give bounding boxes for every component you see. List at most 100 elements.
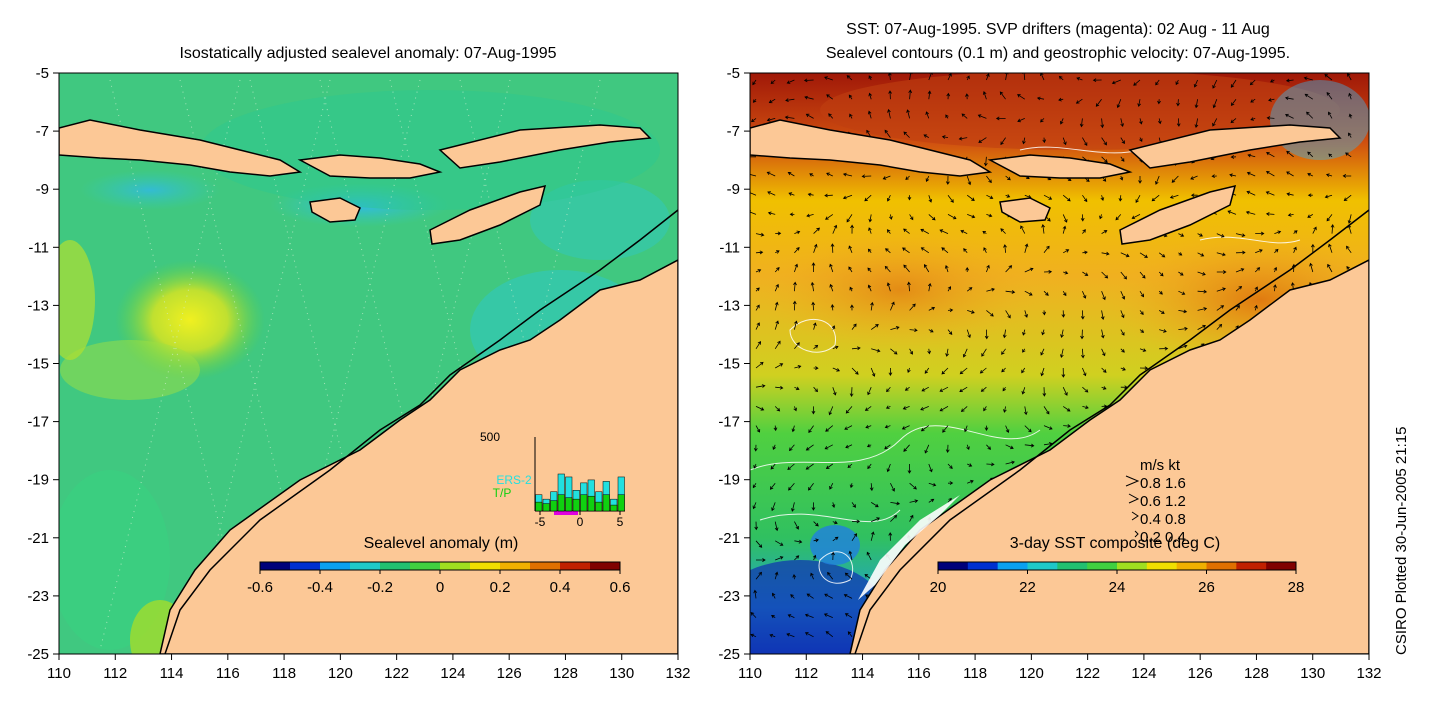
velocity-arrow [962, 348, 968, 358]
velocity-arrow [967, 310, 975, 314]
velocity-arrow [844, 572, 853, 580]
left-x-tick-label: 120 [328, 665, 353, 682]
velocity-arrow [775, 556, 784, 561]
velocity-arrow [1120, 118, 1124, 127]
left-colorbar-tick-label: 0.4 [550, 579, 571, 596]
velocity-arrow [1120, 291, 1126, 300]
velocity-arrow [1193, 79, 1198, 88]
velocity-arrow [1216, 287, 1226, 292]
velocity-arrow [1101, 230, 1108, 234]
velocity-arrow [1005, 310, 1011, 319]
velocity-arrow [774, 340, 781, 350]
velocity-arrow [1304, 93, 1314, 100]
velocity-arrow [939, 406, 949, 412]
left-colorbar-tick-label: -0.6 [247, 579, 273, 596]
velocity-arrow [1120, 271, 1127, 280]
velocity-arrow [1022, 329, 1026, 336]
velocity-arrow [767, 211, 776, 216]
velocity-arrow [947, 497, 952, 503]
velocity-arrow [1216, 323, 1223, 330]
velocity-arrow [1120, 348, 1125, 353]
velocity-arrow [1197, 324, 1206, 330]
velocity-arrow [867, 463, 872, 470]
velocity-arrow [1080, 214, 1085, 222]
velocity-arrow [1345, 152, 1352, 158]
velocity-arrow [967, 463, 973, 467]
velocity-arrow [1095, 98, 1102, 107]
velocity-arrow [807, 192, 814, 197]
arrow-scale-0-4 [1131, 511, 1139, 521]
velocity-arrow [824, 593, 833, 599]
velocity-arrow [787, 172, 795, 177]
velocity-arrow [787, 614, 795, 618]
velocity-arrow [1120, 310, 1125, 319]
velocity-arrow [750, 633, 757, 638]
velocity-arrow [884, 265, 891, 273]
velocity-arrow [904, 386, 910, 391]
velocity-arrow [1058, 75, 1064, 81]
flores-alor-islands-right [1128, 124, 1342, 169]
velocity-arrow [1042, 387, 1047, 397]
velocity-arrow [1235, 250, 1246, 255]
velocity-arrow [1062, 225, 1067, 234]
right-colorbar-segment [1266, 562, 1297, 570]
velocity-arrow [966, 287, 973, 292]
velocity-arrow [786, 79, 795, 84]
velocity-arrow [752, 502, 757, 510]
right-x-tick-label: 124 [1131, 665, 1156, 682]
velocity-arrow [791, 425, 796, 433]
right-x-tick-label: 112 [794, 665, 818, 682]
left-y-tick-label: -25 [27, 646, 49, 663]
velocity-arrow [1178, 326, 1188, 331]
left-y-tick-label: -21 [27, 530, 49, 547]
left-colorbar-segment [290, 562, 321, 570]
velocity-arrow [756, 558, 766, 562]
velocity-arrow [1178, 233, 1185, 237]
velocity-arrow [1324, 194, 1333, 199]
right-colorbar-segment [1206, 562, 1237, 570]
velocity-arrow [887, 195, 891, 202]
velocity-arrow [813, 521, 819, 527]
velocity-arrow [1342, 174, 1352, 178]
velocity-arrow [885, 248, 891, 254]
velocity-arrow [960, 406, 968, 413]
velocity-arrow [928, 482, 937, 487]
velocity-arrow [867, 267, 872, 273]
right-y-tick-label: -21 [718, 530, 740, 547]
velocity-arrow [947, 481, 954, 485]
velocity-arrow [947, 286, 951, 292]
right-y-tick-label: -25 [718, 646, 740, 663]
velocity-arrow [794, 263, 799, 273]
right-x-tick-label: 128 [1244, 665, 1269, 682]
velocity-arrow [1075, 98, 1083, 104]
velocity-arrow [1293, 230, 1298, 234]
velocity-arrow [771, 614, 776, 619]
velocity-arrow [1022, 73, 1027, 81]
left-colorbar-ticks: -0.6 -0.4 -0.2 0 0.2 0.4 0.6 [247, 570, 630, 596]
velocity-arrow [1347, 73, 1352, 81]
velocity-arrow [1002, 386, 1006, 392]
velocity-arrow [964, 425, 968, 433]
velocity-arrow [789, 212, 795, 217]
velocity-arrow [871, 517, 880, 522]
velocity-arrow [1211, 174, 1217, 179]
histogram-bar-tp [617, 494, 625, 512]
velocity-arrow [1042, 137, 1047, 144]
velocity-arrow [983, 406, 987, 412]
velocity-arrow [1101, 291, 1106, 301]
left-y-tick-label: -7 [36, 123, 49, 140]
velocity-arrow [851, 323, 857, 330]
velocity-arrow [965, 267, 970, 272]
velocity-arrow [774, 521, 779, 532]
velocity-arrow [884, 424, 891, 429]
velocity-arrow [831, 325, 836, 330]
velocity-arrow [1060, 348, 1064, 358]
velocity-arrow [1100, 195, 1105, 201]
velocity-arrow [1062, 290, 1067, 297]
timor-island-right [1119, 184, 1237, 245]
velocity-arrow [1041, 224, 1046, 234]
velocity-arrow [844, 425, 853, 430]
velocity-arrow [986, 462, 995, 467]
velocity-arrow [775, 231, 782, 236]
